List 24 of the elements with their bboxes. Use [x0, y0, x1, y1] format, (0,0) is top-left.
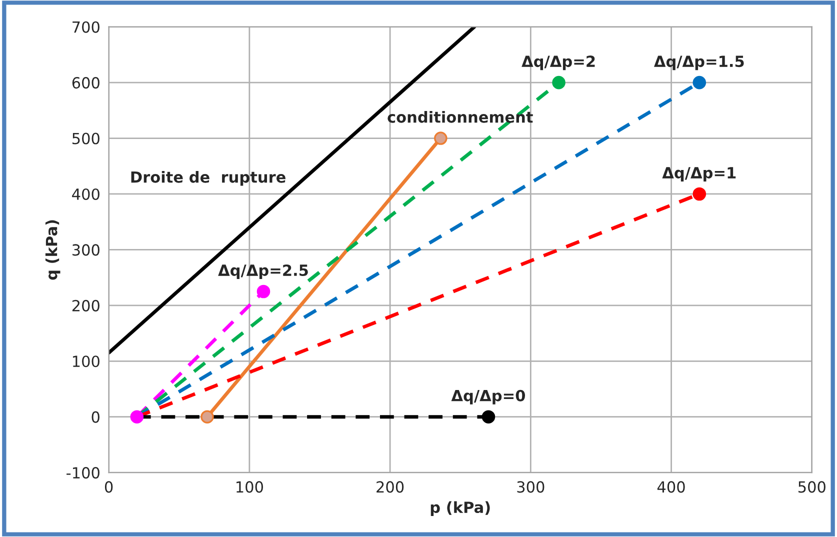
y-axis-title: q (kPa) [45, 220, 60, 280]
y-tick-label: -100 [66, 467, 100, 479]
annotation: Δq/Δp=2 [522, 56, 595, 70]
x-tick-label: 300 [517, 481, 544, 493]
annotation: Δq/Δp=0 [451, 390, 526, 404]
y-tick-label: 500 [72, 132, 100, 144]
x-tick-label: 500 [798, 481, 826, 493]
y-tick-label: 600 [72, 77, 100, 89]
y-tick-label: 100 [72, 356, 100, 368]
annotation: Droite de rupture [131, 171, 286, 186]
x-tick-label: 100 [236, 481, 263, 493]
y-tick-label: 200 [72, 300, 100, 312]
y-tick-label: 300 [72, 244, 100, 256]
annotation: Δq/Δp=1.5 [654, 56, 744, 70]
x-tick-label: 0 [104, 481, 113, 493]
annotation: Δq/Δp=1 [662, 167, 736, 182]
y-tick-label: 700 [72, 21, 100, 33]
y-tick-label: 0 [92, 411, 100, 423]
x-axis-title: p (kPa) [430, 501, 490, 516]
y-tick-label: 400 [72, 188, 100, 200]
x-tick-label: 400 [657, 481, 685, 493]
annotation: Δq/Δp=2.5 [218, 264, 308, 279]
x-tick-label: 200 [376, 481, 404, 493]
annotation: conditionnement [388, 110, 533, 123]
